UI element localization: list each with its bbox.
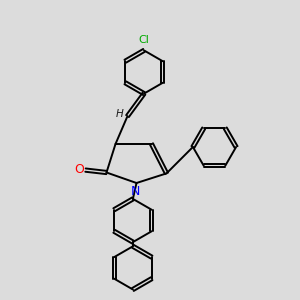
Text: Cl: Cl bbox=[139, 35, 149, 45]
Text: N: N bbox=[131, 185, 141, 198]
Text: H: H bbox=[115, 109, 123, 119]
Text: O: O bbox=[74, 163, 84, 176]
